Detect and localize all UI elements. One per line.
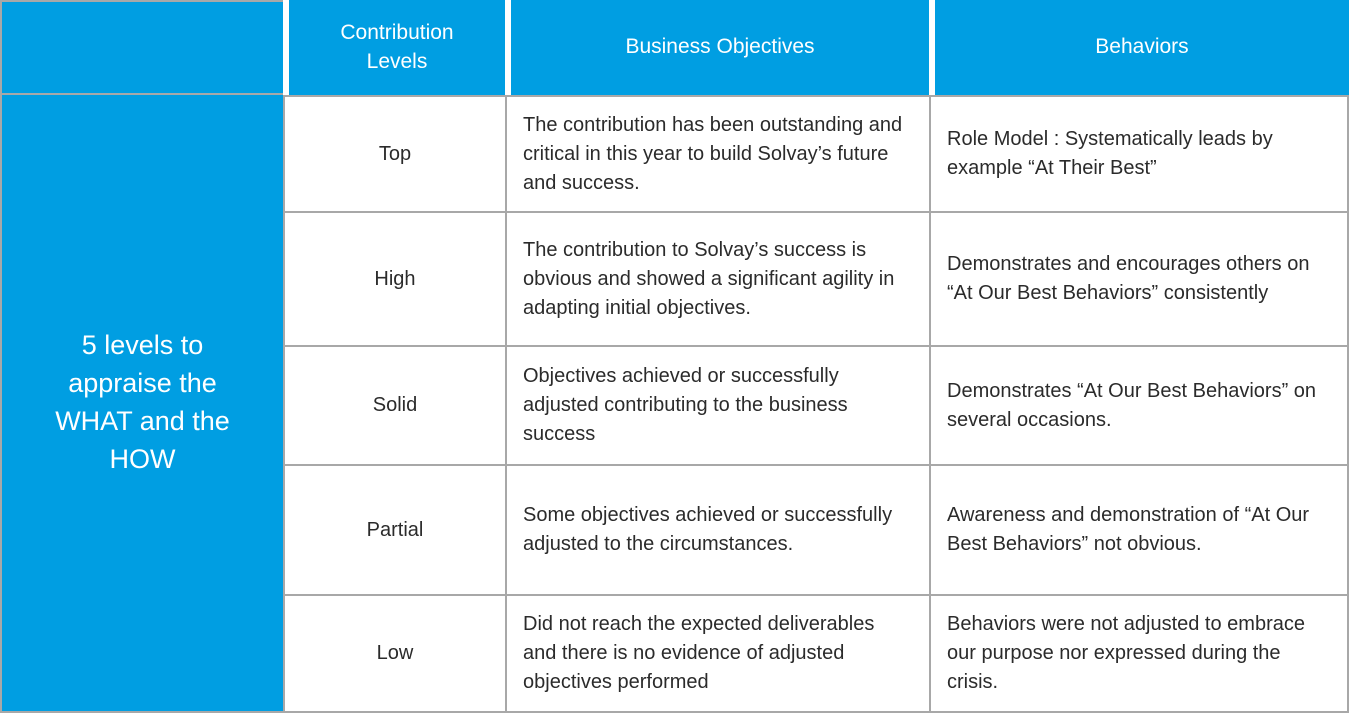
business-objectives-cell-partial: Some objectives achieved or successfully… [505, 464, 929, 594]
column-header-behaviors: Behaviors [929, 0, 1349, 95]
level-cell-high: High [283, 211, 505, 345]
behaviors-cell-top: Role Model : Systematically leads by exa… [929, 95, 1349, 211]
behaviors-cell-low: Behaviors were not adjusted to embrace o… [929, 594, 1349, 713]
behaviors-cell-high: Demonstrates and encourages others on “A… [929, 211, 1349, 345]
business-objectives-cell-low: Did not reach the expected deliverables … [505, 594, 929, 713]
business-objectives-text: The contribution to Solvay’s success is … [523, 238, 895, 319]
behaviors-cell-partial: Awareness and demonstration of “At Our B… [929, 464, 1349, 594]
business-objectives-text: Objectives achieved or successfully adju… [523, 365, 848, 445]
business-objectives-cell-top: The contribution has been outstanding an… [505, 95, 929, 211]
level-cell-partial: Partial [283, 464, 505, 594]
business-objectives-cell-high: The contribution to Solvay’s success is … [505, 211, 929, 345]
business-objectives-text: Some objectives achieved or successfully… [523, 504, 893, 555]
behaviors-text: Awareness and demonstration of “At Our B… [947, 504, 1310, 555]
behaviors-cell-solid: Demonstrates “At Our Best Behaviors” on … [929, 345, 1349, 464]
row-header-5-levels: 5 levels to appraise the WHAT and the HO… [0, 95, 283, 713]
behaviors-text: Behaviors were not adjusted to embrace o… [947, 613, 1305, 693]
corner-cell [0, 0, 283, 95]
behaviors-text: Demonstrates “At Our Best Behaviors” on … [947, 379, 1317, 431]
level-cell-solid: Solid [283, 345, 505, 464]
business-objectives-cell-solid: Objectives achieved or successfully adju… [505, 345, 929, 464]
behaviors-text: Demonstrates and encourages others on “A… [947, 253, 1310, 304]
business-objectives-text: The contribution has been outstanding an… [523, 113, 903, 194]
business-objectives-text: Did not reach the expected deliverables … [523, 613, 875, 693]
level-cell-top: Top [283, 95, 505, 211]
behaviors-text: Role Model : Systematically leads by exa… [947, 128, 1273, 179]
level-cell-low: Low [283, 594, 505, 713]
column-header-contribution-levels: Contribution Levels [283, 0, 505, 95]
column-header-business-objectives: Business Objectives [505, 0, 929, 95]
